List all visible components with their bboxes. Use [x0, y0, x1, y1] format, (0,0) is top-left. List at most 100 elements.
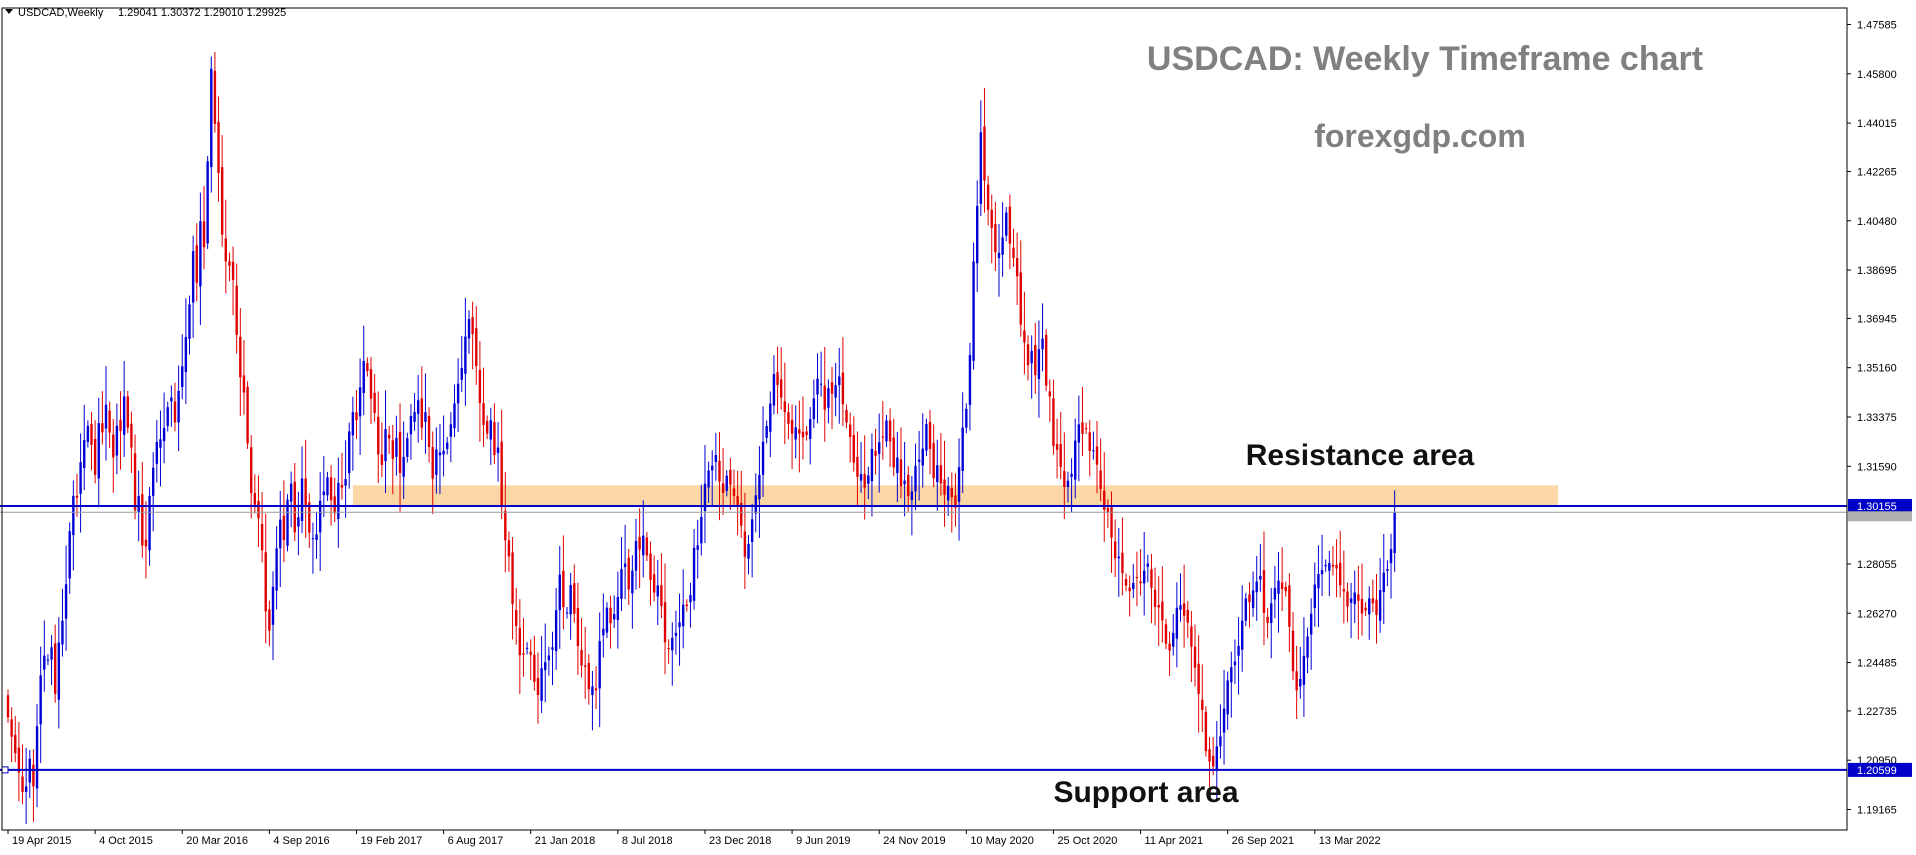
candle: [217, 96, 220, 202]
candle-body: [598, 641, 601, 689]
candle: [1197, 635, 1200, 733]
candle-body: [72, 495, 75, 536]
candle: [1037, 320, 1041, 418]
candle: [721, 448, 725, 515]
candle-body: [700, 516, 703, 544]
candle: [282, 480, 286, 563]
candle: [406, 432, 409, 463]
candle-body: [152, 467, 155, 496]
candle: [206, 155, 209, 249]
y-tick-label: 1.26270: [1857, 608, 1897, 620]
candle: [830, 366, 834, 430]
candle: [1382, 533, 1385, 625]
candle-body: [812, 398, 816, 420]
candle: [1233, 639, 1237, 684]
candle: [475, 306, 478, 385]
candle-body: [569, 585, 572, 615]
candle-body: [946, 485, 950, 501]
candle: [1331, 546, 1335, 576]
candle: [1026, 335, 1030, 381]
candle-body: [1103, 490, 1106, 510]
candle-body: [1378, 590, 1382, 621]
candle-body: [50, 647, 53, 660]
candle-body: [656, 585, 659, 597]
candle-body: [202, 221, 206, 248]
candle-body: [645, 537, 649, 556]
candle: [758, 446, 761, 538]
candle-body: [416, 400, 420, 414]
candle-body: [1244, 598, 1248, 621]
candle: [725, 470, 728, 497]
candle: [1237, 617, 1240, 695]
candle: [438, 423, 442, 494]
candle: [1088, 420, 1091, 477]
candle-body: [53, 643, 57, 694]
candle-body: [754, 495, 757, 514]
candle-body: [928, 422, 932, 449]
candle-body: [224, 238, 227, 262]
candle: [903, 441, 906, 517]
candle: [1023, 291, 1026, 375]
candle: [892, 418, 895, 477]
candle: [50, 635, 53, 686]
x-tick-label: 4 Oct 2015: [99, 835, 153, 847]
candle: [1008, 194, 1012, 270]
candle-body: [591, 686, 594, 696]
candle: [453, 384, 456, 438]
candle-body: [692, 547, 696, 601]
candle: [667, 639, 670, 664]
candle-body: [783, 401, 787, 413]
candle: [260, 491, 264, 563]
candle: [1241, 585, 1244, 672]
x-tick-label: 19 Feb 2017: [360, 835, 422, 847]
candle: [130, 411, 133, 473]
candle-body: [1034, 345, 1037, 376]
candle: [1077, 395, 1081, 482]
candle: [696, 519, 699, 579]
candle-body: [438, 452, 442, 456]
x-tick-label: 20 Mar 2016: [186, 835, 248, 847]
candle-body: [6, 695, 10, 718]
candle: [297, 491, 300, 556]
candle: [24, 747, 28, 825]
candle-body: [950, 487, 953, 498]
candle-body: [721, 483, 725, 493]
candle-body: [173, 401, 177, 423]
candle: [1146, 554, 1150, 583]
candle-body: [976, 205, 979, 264]
candle-body: [475, 328, 478, 367]
candle: [1063, 432, 1066, 520]
candle-body: [126, 396, 129, 428]
candle-body: [1291, 630, 1295, 672]
candle-body: [1309, 613, 1313, 635]
candle-body: [863, 474, 866, 488]
candle: [573, 564, 576, 623]
candle-body: [217, 121, 220, 173]
candle: [1389, 533, 1393, 599]
candle-body: [558, 574, 561, 611]
candle: [1299, 646, 1302, 699]
candle-body: [899, 459, 903, 487]
candle-body: [881, 436, 885, 438]
candle-body: [747, 543, 750, 559]
candle: [859, 441, 863, 493]
y-tick-label: 1.19165: [1857, 805, 1897, 817]
candle: [1048, 379, 1052, 422]
candle-body: [1117, 556, 1120, 559]
candle: [242, 340, 246, 415]
candle-body: [453, 403, 456, 429]
candle-body: [1190, 626, 1193, 647]
candle-body: [511, 552, 514, 605]
dropdown-arrow-icon[interactable]: [5, 9, 13, 14]
candle: [772, 355, 776, 415]
candle: [456, 358, 460, 433]
candle: [681, 569, 685, 649]
candle: [685, 599, 689, 612]
candle: [500, 409, 503, 520]
candle: [504, 472, 507, 573]
candle-body: [583, 665, 587, 667]
candle-body: [994, 224, 997, 253]
chart-title: USDCAD: Weekly Timeframe chart: [1147, 40, 1703, 78]
